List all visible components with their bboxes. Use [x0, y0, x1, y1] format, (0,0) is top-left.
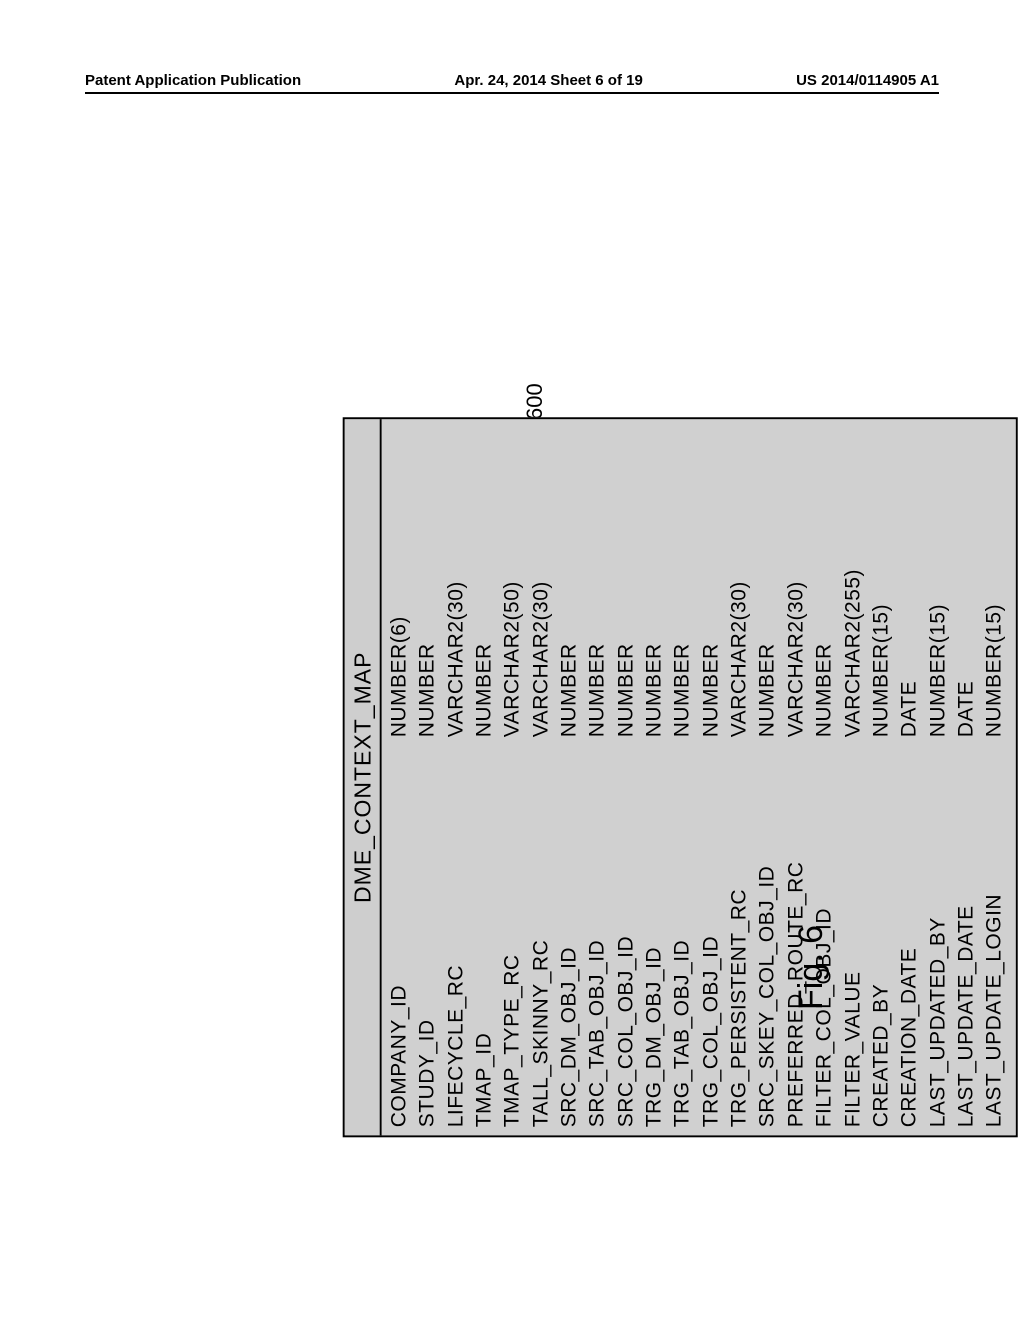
table-row: TMAP_IDNUMBER	[471, 427, 499, 1127]
column-type: NUMBER	[669, 427, 697, 737]
table-row: LAST_UPDATE_DATEDATE	[953, 427, 981, 1127]
header-left: Patent Application Publication	[85, 72, 301, 89]
table-row: SRC_SKEY_COL_OBJ_IDNUMBER	[754, 427, 782, 1127]
column-type: NUMBER(15)	[868, 427, 896, 737]
column-name: TRG_PERSISTENT_RC	[726, 737, 754, 1127]
column-name: TRG_TAB_OBJ_ID	[669, 737, 697, 1127]
column-name: LAST_UPDATE_LOGIN	[981, 737, 1009, 1127]
schema-table: DME_CONTEXT_MAP COMPANY_IDNUMBER(6)STUDY…	[343, 417, 1018, 1137]
column-type: DATE	[896, 427, 924, 737]
column-name: TMAP_TYPE_RC	[499, 737, 527, 1127]
column-type: NUMBER	[584, 427, 612, 737]
column-name: COMPANY_ID	[386, 737, 414, 1127]
column-type: NUMBER	[811, 427, 839, 737]
column-type: VARCHAR2(255)	[839, 427, 867, 737]
header-center: Apr. 24, 2014 Sheet 6 of 19	[454, 72, 642, 89]
figure-content: DME_CONTEXT_MAP COMPANY_IDNUMBER(6)STUDY…	[343, 417, 1018, 1137]
column-name: STUDY_ID	[414, 737, 442, 1127]
table-row: TRG_COL_OBJ_IDNUMBER	[698, 427, 726, 1127]
figure-label: Fig. 6	[792, 925, 831, 1010]
column-type: NUMBER(15)	[981, 427, 1009, 737]
column-name: SRC_DM_OBJ_ID	[556, 737, 584, 1127]
column-type: VARCHAR2(30)	[726, 427, 754, 737]
table-row: COMPANY_IDNUMBER(6)	[386, 427, 414, 1127]
table-row: LIFECYCLE_RCVARCHAR2(30)	[442, 427, 470, 1127]
table-row: TALL_SKINNY_RCVARCHAR2(30)	[527, 427, 555, 1127]
column-name: TRG_DM_OBJ_ID	[641, 737, 669, 1127]
column-type: NUMBER	[641, 427, 669, 737]
table-row: LAST_UPDATED_BYNUMBER(15)	[924, 427, 952, 1127]
table-row: PREFERRED_ROUTE_RCVARCHAR2(30)	[783, 427, 811, 1127]
column-type: VARCHAR2(50)	[499, 427, 527, 737]
table-row: TRG_TAB_OBJ_IDNUMBER	[669, 427, 697, 1127]
column-type: DATE	[953, 427, 981, 737]
table-row: TMAP_TYPE_RCVARCHAR2(50)	[499, 427, 527, 1127]
table-row: TRG_PERSISTENT_RCVARCHAR2(30)	[726, 427, 754, 1127]
table-row: SRC_COL_OBJ_IDNUMBER	[612, 427, 640, 1127]
column-type: NUMBER	[612, 427, 640, 737]
column-type: NUMBER	[471, 427, 499, 737]
table-body: COMPANY_IDNUMBER(6)STUDY_IDNUMBERLIFECYC…	[382, 419, 1016, 1135]
table-row: CREATED_BYNUMBER(15)	[868, 427, 896, 1127]
column-name: CREATION_DATE	[896, 737, 924, 1127]
column-name: SRC_COL_OBJ_ID	[612, 737, 640, 1127]
table-row: SRC_TAB_OBJ_IDNUMBER	[584, 427, 612, 1127]
column-type: NUMBER	[414, 427, 442, 737]
table-row: LAST_UPDATE_LOGINNUMBER(15)	[981, 427, 1009, 1127]
column-name: TRG_COL_OBJ_ID	[698, 737, 726, 1127]
table-row: FILTER_COL_OBJ_IDNUMBER	[811, 427, 839, 1127]
table-row: FILTER_VALUEVARCHAR2(255)	[839, 427, 867, 1127]
column-name: SRC_TAB_OBJ_ID	[584, 737, 612, 1127]
column-name: SRC_SKEY_COL_OBJ_ID	[754, 737, 782, 1127]
column-type: VARCHAR2(30)	[783, 427, 811, 737]
column-type: NUMBER	[698, 427, 726, 737]
table-row: TRG_DM_OBJ_IDNUMBER	[641, 427, 669, 1127]
page-header: Patent Application Publication Apr. 24, …	[85, 72, 939, 94]
column-name: CREATED_BY	[868, 737, 896, 1127]
column-type: NUMBER	[754, 427, 782, 737]
column-name: LIFECYCLE_RC	[442, 737, 470, 1127]
table-title: DME_CONTEXT_MAP	[345, 419, 382, 1135]
column-type: NUMBER(6)	[386, 427, 414, 737]
column-type: NUMBER(15)	[924, 427, 952, 737]
column-type: NUMBER	[556, 427, 584, 737]
table-row: SRC_DM_OBJ_IDNUMBER	[556, 427, 584, 1127]
header-right: US 2014/0114905 A1	[796, 72, 939, 89]
table-row: STUDY_IDNUMBER	[414, 427, 442, 1127]
column-name: FILTER_VALUE	[839, 737, 867, 1127]
table-row: CREATION_DATEDATE	[896, 427, 924, 1127]
column-name: LAST_UPDATE_DATE	[953, 737, 981, 1127]
column-type: VARCHAR2(30)	[527, 427, 555, 737]
column-type: VARCHAR2(30)	[442, 427, 470, 737]
reference-number: 600	[522, 383, 548, 420]
column-name: TMAP_ID	[471, 737, 499, 1127]
column-name: LAST_UPDATED_BY	[924, 737, 952, 1127]
column-name: TALL_SKINNY_RC	[527, 737, 555, 1127]
